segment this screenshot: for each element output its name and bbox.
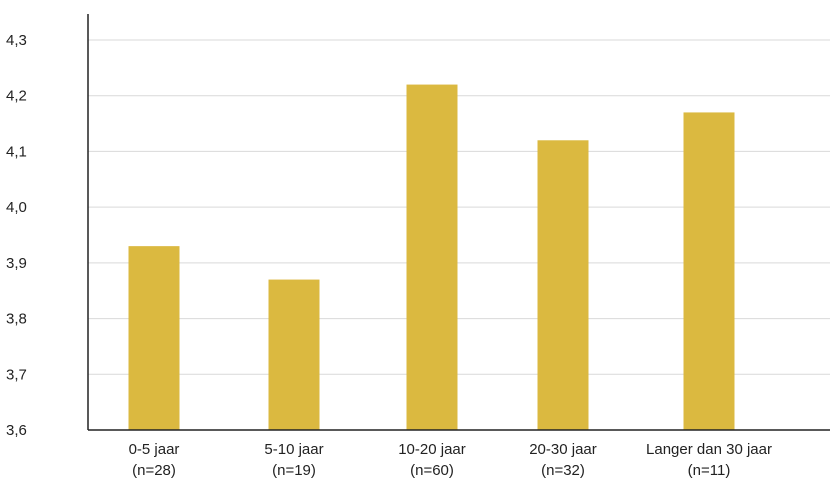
bar [268,279,320,430]
y-tick-label: 4,1 [6,143,27,160]
x-axis-labels: 0-5 jaar (n=28) 5-10 jaar (n=19) 10-20 jaar (… [129,441,772,479]
x-category-label: (n=11) [688,462,731,479]
y-tick-label: 3,8 [6,311,27,328]
x-category-label: (n=28) [132,462,176,479]
bar [683,112,735,430]
y-tick-label: 4,0 [6,199,27,216]
y-tick-label: 4,3 [6,32,27,49]
y-tick-label: 4,2 [6,88,27,105]
y-tick-label: 3,9 [6,255,27,272]
y-tick-label: 3,7 [6,366,27,383]
x-category-label: 5-10 jaar [264,441,323,458]
x-category-label: 0-5 jaar [129,441,180,458]
bar [128,246,180,430]
bar [406,84,458,431]
x-category-label: 10-20 jaar [398,441,466,458]
bars [128,84,735,431]
axes [87,14,830,431]
x-category-label: 20-30 jaar [529,441,597,458]
x-category-label: Langer dan 30 jaar [646,441,772,458]
y-axis-ticks: 3,6 3,7 3,8 3,9 4,0 4,1 4,2 4,3 [6,32,27,439]
gridlines [88,39,830,375]
x-category-label: (n=60) [410,462,454,479]
x-category-label: (n=32) [541,462,585,479]
x-category-label: (n=19) [272,462,316,479]
bar [537,140,589,431]
y-tick-label: 3,6 [6,422,27,439]
